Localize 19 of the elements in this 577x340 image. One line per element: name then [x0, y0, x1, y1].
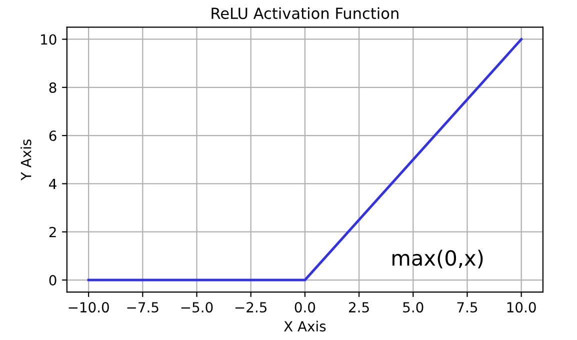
- x-tick-label: −7.5: [127, 302, 158, 313]
- x-axis-title: X Axis: [284, 320, 326, 332]
- x-tick-label: 2.5: [349, 302, 369, 313]
- x-tick-label: −2.5: [235, 302, 266, 313]
- x-tick-label: 0.0: [294, 302, 316, 313]
- y-tick-label: 0: [49, 274, 56, 286]
- y-tick-label: 10: [41, 34, 56, 45]
- annotation: max(0,x): [392, 250, 483, 268]
- x-tick-label: −10.0: [68, 302, 109, 313]
- y-tick-label: 2: [49, 226, 56, 238]
- x-tick-label: 10.0: [507, 302, 536, 313]
- y-tick-label: 8: [49, 82, 56, 93]
- chart-title: ReLU Activation Function: [212, 7, 398, 20]
- y-tick-label: 4: [49, 178, 56, 189]
- x-tick-label: 5.0: [403, 302, 424, 313]
- y-axis-title: Y Axis: [20, 139, 32, 181]
- x-tick-label: −5.0: [181, 302, 213, 313]
- x-tick-label: 7.5: [457, 302, 478, 313]
- y-tick-label: 6: [49, 130, 56, 142]
